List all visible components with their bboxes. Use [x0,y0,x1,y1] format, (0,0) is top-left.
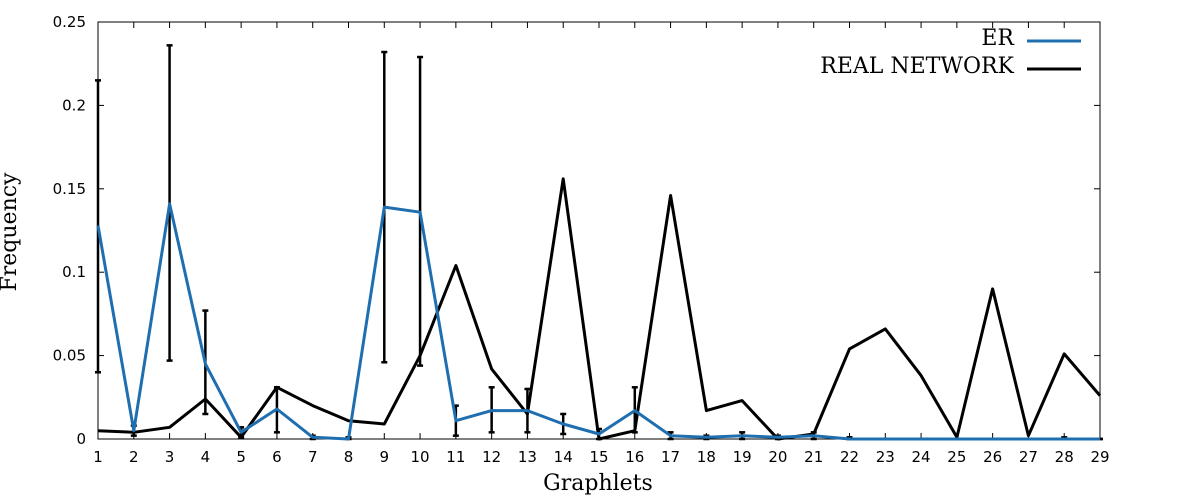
series-line-real-network [97,177,1102,441]
x-tick-label: 27 [1019,448,1038,466]
x-tick-label: 16 [625,448,644,466]
x-tick-label: 23 [876,448,895,466]
x-tick-label: 20 [768,448,787,466]
x-tick-label: 25 [947,448,966,466]
x-tick-label: 4 [201,448,211,466]
x-tick-label: 19 [733,448,752,466]
x-tick-label: 11 [446,448,465,466]
y-axis-title: Frequency [0,172,22,292]
x-tick-label: 14 [554,448,573,466]
x-tick-label: 18 [697,448,716,466]
x-tick-label: 13 [518,448,537,466]
x-tick-label: 17 [661,448,680,466]
y-tick-label: 0.05 [53,347,86,365]
x-tick-label: 8 [344,448,354,466]
x-axis-title: Graphlets [543,471,653,496]
x-tick-label: 12 [482,448,501,466]
series-line-er [96,202,1100,441]
x-tick-label: 22 [840,448,859,466]
x-tick-label: 9 [380,448,390,466]
x-tick-label: 26 [983,448,1002,466]
x-tick-label: 29 [1090,448,1109,466]
y-tick-label: 0.2 [62,96,86,114]
x-tick-label: 28 [1055,448,1074,466]
axis-ticks: 00.050.10.150.20.251 2 3 4 5 6 7 8 9 10 11 12 13 14 15… [53,13,1110,466]
y-tick-label: 0 [76,430,86,448]
x-tick-label: 3 [165,448,175,466]
x-tick-label: 6 [272,448,282,466]
y-tick-label: 0.1 [62,263,86,281]
x-tick-label: 21 [804,448,823,466]
legend-label: ER [981,26,1015,51]
legend: ER REAL NETWORK [820,26,1081,79]
series-lines [96,177,1102,441]
x-tick-label: 15 [589,448,608,466]
y-tick-label: 0.25 [53,13,86,31]
x-tick-label: 10 [411,448,430,466]
legend-label: REAL NETWORK [820,54,1014,79]
x-tick-label: 24 [912,448,931,466]
x-tick-label: 5 [236,448,246,466]
plot-frame [97,21,1101,440]
error-bars [95,44,1103,441]
x-tick-label: 7 [308,448,318,466]
x-tick-label: 1 [93,448,103,466]
x-tick-label: 2 [129,448,139,466]
y-tick-label: 0.15 [53,180,86,198]
